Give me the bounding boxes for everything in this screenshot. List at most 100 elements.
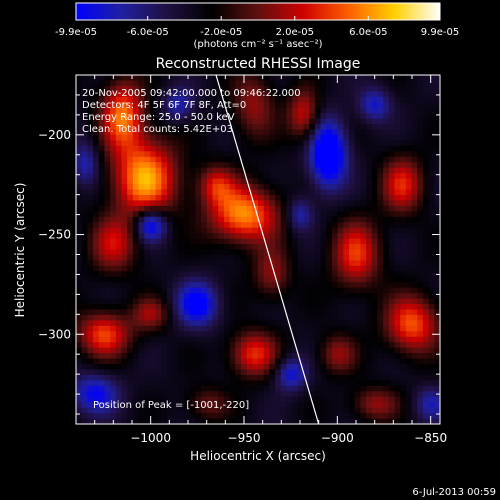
heatmap-cell bbox=[206, 140, 214, 147]
heatmap-cell bbox=[149, 205, 157, 212]
heatmap-cell bbox=[87, 145, 94, 152]
heatmap-cell bbox=[81, 173, 88, 180]
heatmap-cell bbox=[411, 233, 418, 240]
heatmap-cell bbox=[280, 336, 288, 343]
heatmap-cell bbox=[195, 314, 202, 321]
heatmap-cell bbox=[263, 205, 270, 212]
heatmap-cell bbox=[297, 380, 305, 387]
heatmap-cell bbox=[189, 309, 197, 316]
heatmap-cell bbox=[297, 374, 305, 381]
heatmap-cell bbox=[132, 184, 140, 191]
heatmap-cell bbox=[246, 353, 253, 360]
heatmap-cell bbox=[93, 364, 100, 371]
heatmap-cell bbox=[195, 211, 202, 218]
heatmap-cell bbox=[161, 260, 168, 267]
heatmap-cell bbox=[110, 298, 117, 305]
heatmap-cell bbox=[93, 140, 100, 147]
heatmap-cell bbox=[229, 80, 236, 87]
heatmap-cell bbox=[314, 227, 322, 234]
heatmap-cell bbox=[223, 184, 231, 191]
heatmap-cell bbox=[155, 298, 162, 305]
heatmap-cell bbox=[280, 418, 288, 424]
heatmap-cell bbox=[411, 407, 418, 414]
heatmap-cell bbox=[292, 85, 299, 92]
heatmap-cell bbox=[206, 304, 214, 311]
heatmap-cell bbox=[98, 293, 106, 300]
heatmap-cell bbox=[155, 211, 162, 218]
heatmap-cell bbox=[212, 233, 219, 240]
heatmap-cell bbox=[269, 396, 276, 403]
heatmap-cell bbox=[286, 227, 293, 234]
heatmap-cell bbox=[189, 402, 197, 409]
heatmap-cell bbox=[422, 140, 430, 147]
heatmap-cell bbox=[388, 369, 396, 376]
heatmap-cell bbox=[388, 282, 396, 289]
heatmap-cell bbox=[184, 347, 191, 354]
heatmap-cell bbox=[354, 200, 361, 207]
heatmap-cell bbox=[132, 238, 140, 245]
heatmap-cell bbox=[280, 227, 288, 234]
heatmap-cell bbox=[172, 167, 179, 174]
heatmap-cell bbox=[309, 304, 316, 311]
heatmap-cell bbox=[229, 254, 236, 261]
heatmap-cell bbox=[320, 140, 327, 147]
heatmap-cell bbox=[98, 173, 106, 180]
heatmap-cell bbox=[93, 189, 100, 196]
heatmap-cell bbox=[388, 189, 396, 196]
heatmap-cell bbox=[400, 385, 407, 392]
heatmap-cell bbox=[269, 304, 276, 311]
heatmap-cell bbox=[417, 211, 424, 218]
heatmap-cell bbox=[178, 304, 185, 311]
heatmap-cell bbox=[167, 369, 174, 376]
heatmap-cell bbox=[269, 145, 276, 152]
heatmap-cell bbox=[149, 238, 157, 245]
heatmap-cell bbox=[349, 369, 356, 376]
heatmap-cell bbox=[326, 407, 333, 414]
heatmap-cell bbox=[337, 320, 344, 327]
heatmap-cell bbox=[167, 222, 174, 229]
heatmap-cell bbox=[275, 309, 282, 316]
heatmap-cell bbox=[280, 113, 288, 120]
heatmap-cell bbox=[195, 276, 202, 283]
heatmap-cell bbox=[189, 140, 197, 147]
heatmap-cell bbox=[275, 162, 282, 169]
heatmap-cell bbox=[269, 107, 276, 114]
heatmap-cell bbox=[167, 102, 174, 109]
heatmap-cell bbox=[172, 238, 179, 245]
heatmap-cell bbox=[377, 222, 384, 229]
heatmap-cell bbox=[422, 347, 430, 354]
heatmap-cell bbox=[292, 222, 299, 229]
heatmap-cell bbox=[337, 216, 344, 223]
heatmap-cell bbox=[206, 222, 214, 229]
heatmap-cell bbox=[377, 178, 384, 185]
heatmap-cell bbox=[377, 244, 384, 251]
heatmap-cell bbox=[309, 140, 316, 147]
heatmap-cell bbox=[320, 178, 327, 185]
heatmap-cell bbox=[360, 178, 367, 185]
heatmap-cell bbox=[155, 385, 162, 392]
heatmap-cell bbox=[195, 293, 202, 300]
heatmap-cell bbox=[229, 325, 236, 332]
heatmap-cell bbox=[349, 347, 356, 354]
heatmap-cell bbox=[405, 254, 413, 261]
heatmap-cell bbox=[377, 107, 384, 114]
heatmap-cell bbox=[161, 358, 168, 365]
heatmap-cell bbox=[428, 336, 435, 343]
heatmap-cell bbox=[98, 129, 106, 136]
heatmap-cell bbox=[343, 178, 350, 185]
heatmap-cell bbox=[178, 211, 185, 218]
heatmap-cell bbox=[218, 391, 225, 398]
heatmap-cell bbox=[314, 402, 322, 409]
heatmap-cell bbox=[172, 391, 179, 398]
heatmap-cell bbox=[337, 102, 344, 109]
heatmap-cell bbox=[223, 194, 231, 202]
heatmap-cell bbox=[184, 396, 191, 403]
heatmap-cell bbox=[189, 162, 197, 169]
heatmap-cell bbox=[229, 249, 236, 256]
heatmap-cell bbox=[229, 276, 236, 283]
heatmap-cell bbox=[303, 364, 310, 371]
heatmap-cell bbox=[349, 391, 356, 398]
heatmap-cell bbox=[235, 407, 242, 414]
heatmap-cell bbox=[246, 347, 253, 354]
heatmap-cell bbox=[428, 173, 435, 180]
